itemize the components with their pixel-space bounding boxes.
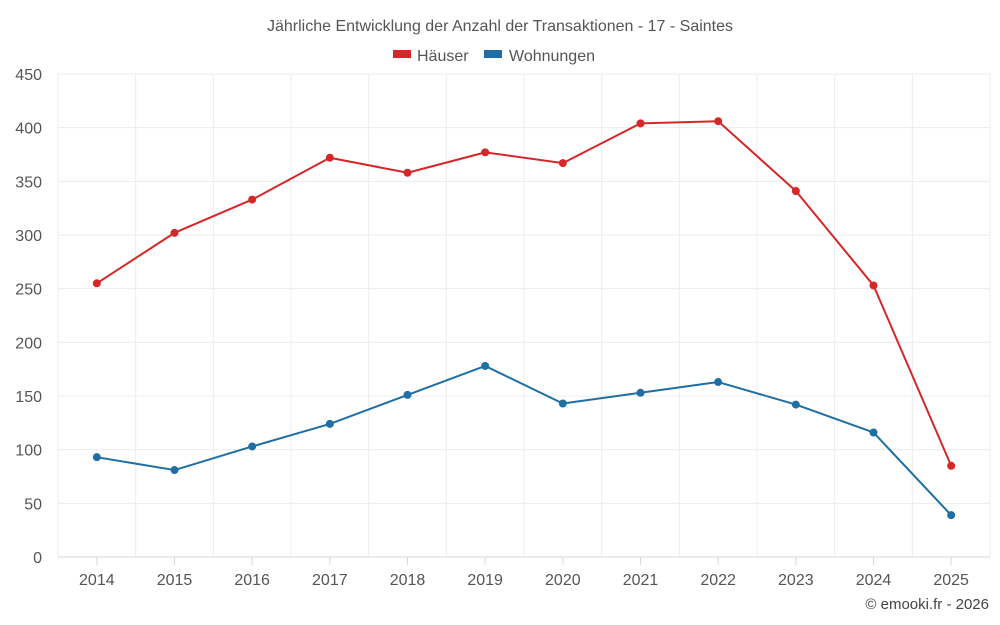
y-tick-label: 0: [33, 550, 42, 567]
y-tick-label: 400: [15, 121, 42, 138]
y-axis: 0 50 100 150 200 250 300 350 400 450: [15, 67, 42, 567]
legend: Häuser Wohnungen: [393, 48, 595, 65]
x-tick-label: 2014: [79, 572, 115, 589]
y-tick-label: 250: [15, 282, 42, 299]
x-tick-label: 2022: [700, 572, 736, 589]
data-point-wohnungen[interactable]: [947, 511, 956, 520]
data-point-wohnungen[interactable]: [481, 361, 490, 370]
y-tick-label: 50: [24, 496, 42, 513]
x-tick-label: 2024: [856, 572, 892, 589]
y-tick-label: 200: [15, 335, 42, 352]
data-point-wohnungen[interactable]: [92, 453, 101, 462]
data-point-haeuser[interactable]: [92, 279, 101, 288]
data-point-haeuser[interactable]: [636, 119, 645, 128]
data-point-wohnungen[interactable]: [791, 400, 800, 409]
x-tick-label: 2019: [467, 572, 503, 589]
data-point-wohnungen[interactable]: [325, 419, 334, 428]
legend-swatch-haeuser: [393, 50, 411, 58]
data-point-haeuser[interactable]: [170, 228, 179, 237]
data-point-haeuser[interactable]: [869, 281, 878, 290]
data-point-haeuser[interactable]: [403, 168, 412, 177]
x-tick-label: 2017: [312, 572, 348, 589]
data-point-haeuser[interactable]: [714, 117, 723, 126]
data-point-wohnungen[interactable]: [248, 442, 257, 451]
legend-label-wohnungen[interactable]: Wohnungen: [509, 48, 595, 65]
chart-title: Jährliche Entwicklung der Anzahl der Tra…: [267, 18, 733, 35]
x-tick-label: 2025: [933, 572, 969, 589]
data-point-wohnungen[interactable]: [869, 428, 878, 437]
legend-swatch-wohnungen: [484, 50, 502, 58]
data-point-haeuser[interactable]: [558, 159, 567, 168]
data-point-wohnungen[interactable]: [714, 378, 723, 387]
x-tick-label: 2023: [778, 572, 814, 589]
x-tick-label: 2021: [623, 572, 659, 589]
data-point-wohnungen[interactable]: [636, 388, 645, 397]
x-tick-label: 2018: [390, 572, 426, 589]
y-tick-label: 100: [15, 443, 42, 460]
y-tick-label: 350: [15, 174, 42, 191]
x-tick-label: 2020: [545, 572, 581, 589]
data-point-wohnungen[interactable]: [403, 390, 412, 399]
data-point-wohnungen[interactable]: [558, 399, 567, 408]
legend-label-haeuser[interactable]: Häuser: [417, 48, 469, 65]
series-line-wohnungen: [96, 364, 952, 516]
y-tick-label: 450: [15, 67, 42, 84]
grid: [57, 73, 991, 557]
data-point-haeuser[interactable]: [325, 153, 334, 162]
credit-text: © emooki.fr - 2026: [865, 596, 989, 613]
data-point-haeuser[interactable]: [481, 148, 490, 157]
data-point-haeuser[interactable]: [791, 186, 800, 195]
data-point-haeuser[interactable]: [248, 195, 257, 204]
y-tick-label: 150: [15, 389, 42, 406]
y-tick-label: 300: [15, 228, 42, 245]
x-axis: 2014 2015 2016 2017 2018 2019 2020 2021 2022 2023…: [79, 557, 969, 589]
data-point-wohnungen[interactable]: [170, 466, 179, 475]
plot-area: [92, 117, 956, 520]
x-tick-label: 2015: [157, 572, 193, 589]
series-line-haeuser: [96, 120, 953, 467]
x-tick-label: 2016: [234, 572, 270, 589]
data-point-haeuser[interactable]: [947, 461, 956, 470]
